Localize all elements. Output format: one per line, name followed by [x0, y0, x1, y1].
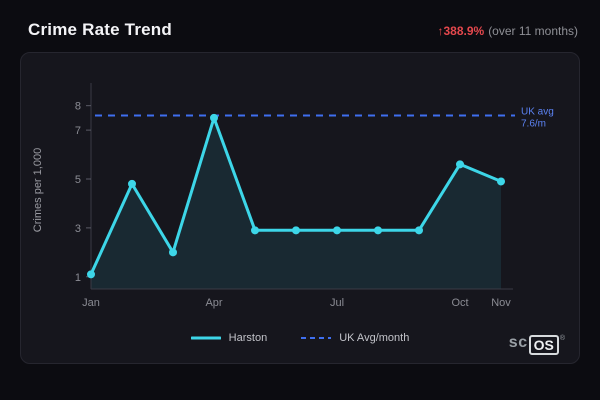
svg-text:1: 1 — [75, 272, 81, 284]
svg-text:5: 5 — [75, 174, 81, 186]
trend-value: 388.9% — [443, 24, 485, 38]
svg-text:Apr: Apr — [205, 297, 222, 309]
legend-item-uk-avg[interactable]: UK Avg/month — [301, 332, 409, 344]
chart-card: 8 7 5 3 1 Jan Apr Jul Oct Nov Crimes per 1,000 UK a… — [20, 52, 580, 364]
legend-label: Harston — [228, 332, 268, 344]
svg-text:Nov: Nov — [491, 297, 511, 309]
svg-text:7: 7 — [75, 125, 81, 137]
brand-prefix: sc — [508, 334, 528, 351]
svg-text:Jul: Jul — [330, 297, 344, 309]
brand-box: OS — [528, 335, 559, 355]
crime-rate-line-chart: 8 7 5 3 1 Jan Apr Jul Oct Nov Crimes per 1,000 UK a… — [32, 83, 554, 309]
registered-mark-icon: ® — [559, 335, 565, 342]
svg-text:Crimes per 1,000: Crimes per 1,000 — [32, 148, 44, 232]
svg-text:UK avg: UK avg — [521, 106, 554, 117]
trend-up-arrow-icon: ↑ — [437, 24, 444, 38]
page-title: Crime Rate Trend — [28, 20, 172, 39]
trend-badge: ↑388.9% (over 11 months) — [437, 24, 578, 38]
scos-logo: sc OS ® — [509, 335, 565, 355]
svg-text:3: 3 — [75, 223, 81, 235]
trend-caption: (over 11 months) — [488, 24, 578, 38]
chart-legend: Harston UK Avg/month — [21, 332, 579, 344]
dashed-line-swatch-icon — [301, 337, 332, 339]
solid-line-swatch-icon — [190, 336, 221, 340]
page-header: Crime Rate Trend ↑388.9% (over 11 months) — [0, 0, 600, 52]
svg-text:Oct: Oct — [451, 297, 468, 309]
legend-label: UK Avg/month — [339, 332, 410, 344]
svg-text:Jan: Jan — [82, 297, 100, 309]
svg-text:8: 8 — [75, 101, 81, 113]
svg-text:7.6/m: 7.6/m — [521, 118, 546, 129]
legend-item-harston[interactable]: Harston — [190, 332, 268, 344]
